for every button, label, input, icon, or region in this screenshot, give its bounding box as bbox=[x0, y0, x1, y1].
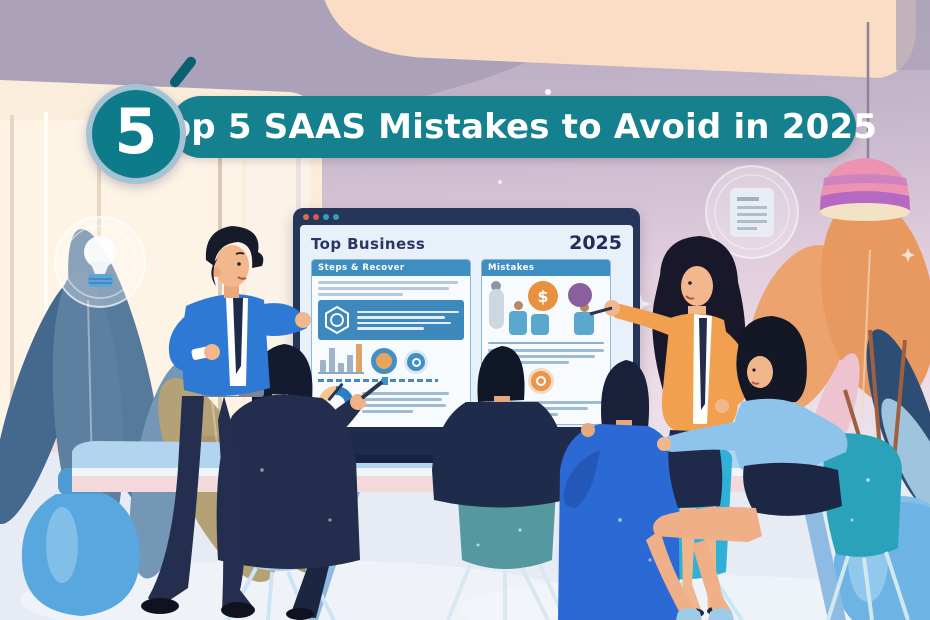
text-line bbox=[488, 361, 570, 364]
browser-bar bbox=[293, 208, 640, 225]
chair-teal-right bbox=[823, 433, 910, 620]
dollar-circle-icon: $ bbox=[528, 281, 558, 311]
dollar-badge-icon: $ bbox=[490, 368, 518, 403]
magnifier-badge-icon bbox=[404, 350, 428, 374]
chair-center bbox=[446, 441, 567, 620]
text-line bbox=[357, 327, 425, 330]
dotted-text-line bbox=[318, 379, 438, 382]
seated-woman-lightblue bbox=[646, 316, 848, 620]
right-card-header: Mistakes bbox=[482, 260, 610, 276]
divider bbox=[488, 342, 604, 344]
slide-year: 2025 bbox=[569, 232, 622, 254]
figure-block-icon bbox=[574, 312, 594, 335]
slide-card-right: Mistakes $ bbox=[481, 259, 611, 425]
orange-badge-icon bbox=[528, 368, 554, 394]
standing-presenter-man bbox=[141, 226, 311, 618]
window-dot-icon bbox=[323, 213, 329, 220]
lightbulb-icon bbox=[54, 216, 146, 308]
pointer-pen-icon bbox=[327, 382, 344, 402]
text-line bbox=[318, 287, 450, 290]
left-vase bbox=[21, 468, 140, 616]
right-plant bbox=[746, 196, 930, 620]
number-badge: 5 bbox=[86, 84, 186, 184]
figure-block-icon bbox=[509, 311, 527, 335]
window-dot-icon bbox=[333, 213, 339, 220]
chair-cyan bbox=[627, 446, 744, 620]
person-icon bbox=[489, 289, 504, 329]
person-icon bbox=[491, 281, 501, 291]
person-icon bbox=[514, 301, 523, 310]
left-card-header: Steps & Recover bbox=[312, 260, 470, 276]
text-line bbox=[362, 410, 413, 413]
conference-table bbox=[72, 441, 872, 620]
text-line bbox=[362, 398, 442, 401]
purple-circle-icon bbox=[568, 283, 592, 307]
hexagon-shield-icon bbox=[325, 305, 349, 335]
text-line bbox=[357, 310, 459, 313]
donut-chart bbox=[318, 382, 354, 422]
banner-title: Top 5 SAAS Mistakes to Avoid in 2025 bbox=[148, 107, 878, 147]
figure-block-icon bbox=[531, 314, 549, 335]
slide-heading: Top Business bbox=[311, 235, 426, 253]
slide-content: Top Business 2025 Steps & Recover bbox=[300, 225, 633, 453]
window-dot-icon bbox=[303, 213, 309, 220]
text-line bbox=[362, 404, 446, 407]
text-line bbox=[357, 321, 451, 324]
badge-number: 5 bbox=[114, 95, 158, 168]
text-line bbox=[488, 349, 604, 352]
floor bbox=[0, 452, 930, 620]
chair-lightblue-left bbox=[226, 440, 336, 620]
callout-panel bbox=[318, 300, 464, 340]
text-line bbox=[318, 281, 459, 284]
presentation-screen: Top Business 2025 Steps & Recover bbox=[293, 208, 640, 460]
document-icon bbox=[705, 165, 799, 259]
text-line bbox=[488, 407, 588, 410]
slide-card-left: Steps & Recover bbox=[311, 259, 471, 428]
left-plant bbox=[0, 229, 326, 583]
bar-chart bbox=[318, 344, 364, 374]
window-dot-icon bbox=[313, 213, 319, 220]
text-line bbox=[318, 293, 403, 296]
person-icon bbox=[580, 303, 589, 312]
badge-accent-mark bbox=[167, 54, 199, 90]
text-line bbox=[362, 392, 449, 395]
text-line bbox=[488, 413, 558, 416]
ribbon-badge-icon bbox=[371, 348, 397, 385]
people-icons-row: $ bbox=[488, 281, 604, 339]
text-line bbox=[357, 316, 445, 319]
title-banner: Top 5 SAAS Mistakes to Avoid in 2025 bbox=[149, 96, 877, 158]
text-line bbox=[488, 355, 595, 358]
